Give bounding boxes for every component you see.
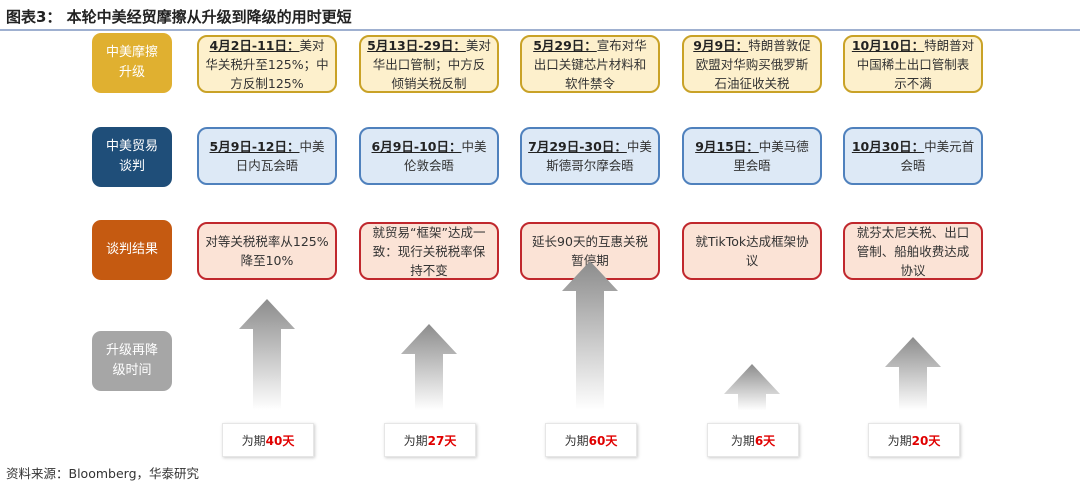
duration-arrow xyxy=(239,299,295,410)
event-date: 7月29日-30日： xyxy=(528,139,627,154)
event-text: 中美日内瓦会晤 xyxy=(235,139,325,173)
duration-label: 为期 40天 xyxy=(222,423,314,457)
event-date: 9月9日： xyxy=(693,37,749,53)
duration-arrow xyxy=(401,323,457,410)
escalation-event: 4月2日-11日：美对华关税升至125%；中方反制125% xyxy=(197,35,337,93)
row-label-negotiation: 中美贸易谈判 xyxy=(92,127,172,187)
duration-value: 60天 xyxy=(588,433,618,448)
event-text: 特朗普对中国稀土出口管制表示不满 xyxy=(856,37,975,91)
negotiation-event: 10月30日：中美元首会晤 xyxy=(843,127,983,185)
event-text: 中美马德里会晤 xyxy=(733,139,809,173)
duration-label: 为期 60天 xyxy=(545,423,637,457)
duration-value: 27天 xyxy=(427,433,457,448)
event-date: 10月30日： xyxy=(851,139,925,154)
event-date: 5月29日： xyxy=(533,37,597,53)
negotiation-event: 9月15日：中美马德里会晤 xyxy=(682,127,822,185)
negotiation-result: 对等关税税率从125%降至10% xyxy=(197,222,337,280)
negotiation-event: 5月9日-12日：中美日内瓦会晤 xyxy=(197,127,337,185)
row-label-result: 谈判结果 xyxy=(92,220,172,280)
event-date: 6月9日-10日： xyxy=(371,139,462,154)
row-label-escalation: 中美摩擦升级 xyxy=(92,33,172,93)
negotiation-event: 6月9日-10日：中美伦敦会晤 xyxy=(359,127,499,185)
event-date: 10月10日： xyxy=(851,37,925,53)
escalation-event: 5月29日：宣布对华出口关键芯片材料和软件禁令 xyxy=(520,35,660,93)
duration-arrow xyxy=(562,261,618,410)
duration-label: 为期 6天 xyxy=(707,423,799,457)
negotiation-result: 就贸易“框架”达成一致：现行关税税率保持不变 xyxy=(359,222,499,280)
escalation-event: 5月13日-29日：美对华出口管制；中方反倾销关税反制 xyxy=(359,35,499,93)
event-text: 特朗普敦促欧盟对华购买俄罗斯石油征收关税 xyxy=(695,37,811,91)
event-text: 中美伦敦会晤 xyxy=(403,139,487,173)
event-text: 美对华出口管制；中方反倾销关税反制 xyxy=(372,37,491,91)
title-divider xyxy=(0,29,1080,31)
event-date: 5月13日-29日： xyxy=(367,37,466,53)
source-note: 资料来源：Bloomberg，华泰研究 xyxy=(6,466,199,481)
escalation-event: 9月9日：特朗普敦促欧盟对华购买俄罗斯石油征收关税 xyxy=(682,35,822,93)
event-text: 宣布对华出口关键芯片材料和软件禁令 xyxy=(533,37,647,91)
row-label-duration: 升级再降级时间 xyxy=(92,331,172,391)
duration-label: 为期 27天 xyxy=(384,423,476,457)
negotiation-result: 就TikTok达成框架协议 xyxy=(682,222,822,280)
duration-arrow xyxy=(885,337,941,410)
negotiation-event: 7月29日-30日：中美斯德哥尔摩会晤 xyxy=(520,127,660,185)
event-text: 中美元首会晤 xyxy=(900,139,975,173)
duration-value: 6天 xyxy=(754,433,776,448)
escalation-event: 10月10日：特朗普对中国稀土出口管制表示不满 xyxy=(843,35,983,93)
duration-value: 20天 xyxy=(911,433,941,448)
event-text: 中美斯德哥尔摩会晤 xyxy=(546,139,652,173)
duration-label: 为期 20天 xyxy=(868,423,960,457)
duration-arrow xyxy=(724,363,780,410)
event-date: 9月15日： xyxy=(695,139,759,154)
event-date: 4月2日-11日： xyxy=(209,37,300,53)
event-date: 5月9日-12日： xyxy=(209,139,300,154)
duration-value: 40天 xyxy=(265,433,295,448)
negotiation-result: 就芬太尼关税、出口管制、船舶收费达成协议 xyxy=(843,222,983,280)
figure-title: 图表3： 本轮中美经贸摩擦从升级到降级的用时更短 xyxy=(6,8,352,26)
event-text: 美对华关税升至125%；中方反制125% xyxy=(205,37,329,91)
